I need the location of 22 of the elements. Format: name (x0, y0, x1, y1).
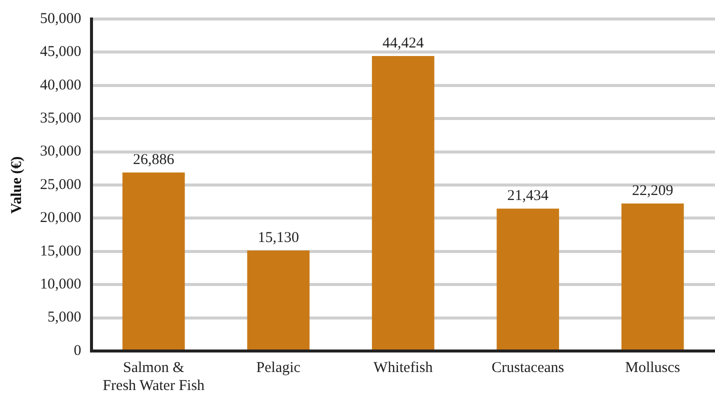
x-tick-label: Molluscs (625, 360, 680, 376)
x-tick-label: Whitefish (374, 360, 434, 376)
y-tick-label: 50,000 (40, 10, 82, 27)
x-tick-label: Salmon & Fresh Water Fish (102, 360, 206, 394)
data-label: 22,209 (632, 182, 674, 199)
y-tick-label: 10,000 (40, 276, 82, 293)
y-axis-title: Value (€) (8, 156, 25, 214)
data-label: 44,424 (382, 35, 424, 52)
data-label: 21,434 (507, 188, 549, 204)
y-tick-label: 35,000 (40, 110, 82, 127)
y-tick-label: 20,000 (40, 210, 82, 226)
y-tick-label: 25,000 (40, 176, 82, 193)
x-tick-label: Pelagic (256, 360, 301, 376)
data-label: 15,130 (258, 230, 299, 246)
y-tick-label: 0 (74, 342, 82, 359)
y-tick-label: 45,000 (40, 44, 82, 60)
x-tick-label: Crustaceans (492, 360, 564, 376)
y-tick-label: 5,000 (48, 310, 82, 326)
y-tick-label: 40,000 (40, 77, 82, 94)
data-label: 26,886 (133, 152, 175, 168)
y-tick-label: 15,000 (40, 243, 82, 260)
y-tick-label: 30,000 (40, 144, 82, 160)
